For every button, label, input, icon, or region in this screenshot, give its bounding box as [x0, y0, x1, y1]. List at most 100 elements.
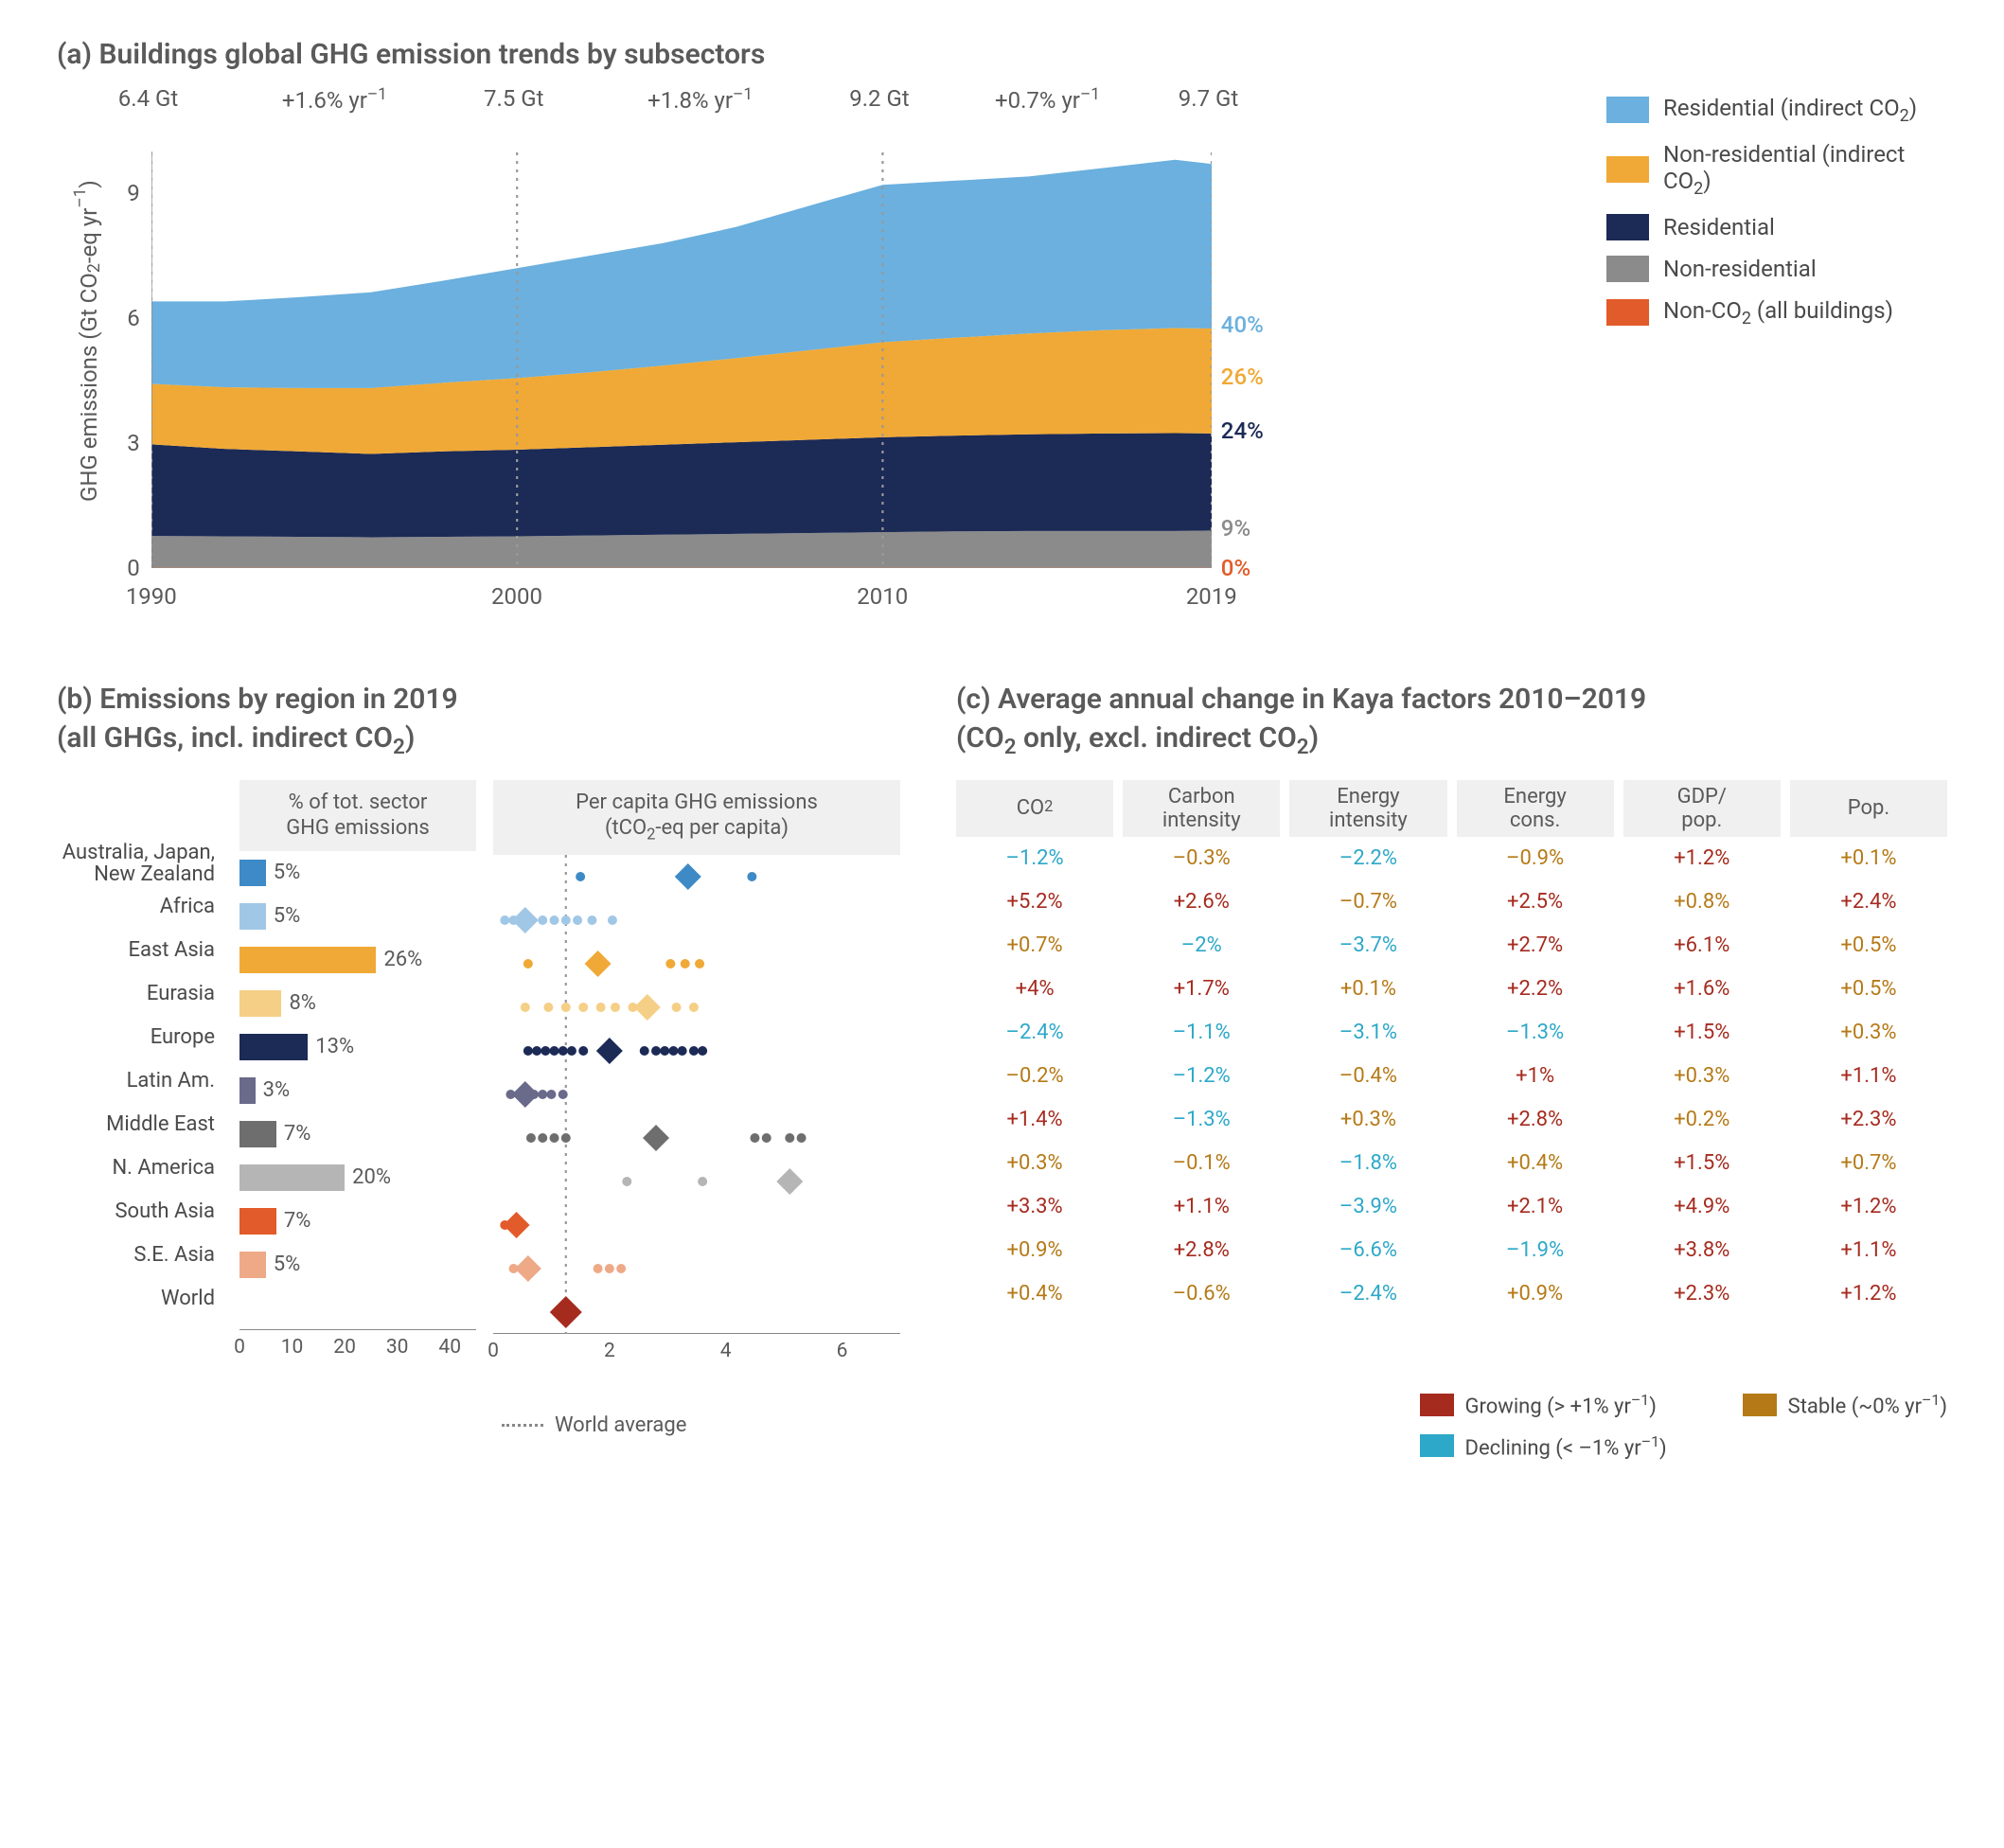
panel-b-col1-header: % of tot. sectorGHG emissions	[239, 780, 476, 851]
trend-swatch	[1420, 1394, 1454, 1416]
panel-c-title: (c) Average annual change in Kaya factor…	[956, 681, 1947, 761]
kaya-column-header: Energyintensity	[1289, 780, 1446, 837]
xtick: 2000	[491, 583, 542, 610]
trend-label: Stable (~0% yr–1)	[1788, 1391, 1947, 1418]
panel-a-title: (a) Buildings global GHG emission trends…	[57, 38, 1947, 71]
kaya-cell: +1.2%	[1790, 1272, 1947, 1316]
legend-swatch	[1606, 214, 1649, 240]
panel-a-top-labels: 6.4 Gt7.5 Gt9.2 Gt9.7 Gt+1.6% yr–1+1.8% …	[104, 85, 1578, 151]
region-label: Latin Am.	[57, 1059, 222, 1103]
panel-c-grid: CO2–1.2%+5.2%+0.7%+4%–2.4%–0.2%+1.4%+0.3…	[956, 780, 1947, 1316]
right-pct-nonresidential: 9%	[1221, 515, 1250, 542]
kaya-cell: +2.3%	[1790, 1098, 1947, 1142]
kaya-cell: –0.7%	[1289, 880, 1446, 924]
kaya-cell: +2.5%	[1457, 880, 1614, 924]
percap-dot	[538, 915, 547, 925]
kaya-cell: +0.9%	[1457, 1272, 1614, 1316]
percap-dot	[521, 1003, 530, 1012]
percap-dot	[578, 1046, 588, 1056]
panel-c: (c) Average annual change in Kaya factor…	[956, 681, 1947, 1362]
kaya-cell: –0.1%	[1123, 1142, 1280, 1185]
region-label: World	[57, 1277, 222, 1321]
bar-row: 5%	[239, 1243, 476, 1287]
legend-label: Residential (indirect CO2)	[1663, 95, 1917, 126]
ytick: 6	[127, 305, 140, 331]
percap-dot	[561, 1133, 571, 1143]
ytick: 3	[127, 430, 140, 456]
percap-dot	[500, 915, 509, 925]
kaya-cell: –3.9%	[1289, 1185, 1446, 1229]
percap-dot	[523, 1046, 533, 1056]
bar	[239, 1208, 276, 1235]
percap-dot	[622, 1177, 631, 1186]
ytick: 0	[127, 555, 140, 581]
xtick: 20	[333, 1336, 356, 1359]
kaya-cell: –0.3%	[1123, 837, 1280, 880]
legend-swatch	[1606, 256, 1649, 282]
bar-value: 3%	[263, 1078, 290, 1102]
xtick: 0	[234, 1336, 245, 1359]
percap-diamond	[643, 1125, 669, 1151]
kaya-cell: +2.1%	[1457, 1185, 1614, 1229]
kaya-cell: +0.3%	[1289, 1098, 1446, 1142]
panel-b: (b) Emissions by region in 2019 (all GHG…	[57, 681, 909, 1362]
legend-item: Non-residential (indirect CO2)	[1606, 141, 1947, 199]
kaya-cell: +2.4%	[1790, 880, 1947, 924]
percap-dot	[672, 1003, 682, 1012]
kaya-cell: +0.7%	[956, 924, 1113, 968]
percap-dot	[785, 1133, 794, 1143]
percap-dot	[616, 1264, 626, 1273]
percap-dot	[611, 1003, 620, 1012]
legend-item: Residential	[1606, 214, 1947, 240]
region-label: Europe	[57, 1016, 222, 1059]
legend-item: Residential (indirect CO2)	[1606, 95, 1947, 126]
percap-dot	[678, 1046, 687, 1056]
bar-value: 5%	[274, 904, 300, 928]
xtick: 30	[386, 1336, 409, 1359]
kaya-cell: +2.7%	[1457, 924, 1614, 968]
legend-label: Non-residential	[1663, 256, 1817, 282]
kaya-cell: –0.6%	[1123, 1272, 1280, 1316]
trend-legend-item: Growing (> +1% yr–1)	[1420, 1391, 1667, 1418]
bar-row: 5%	[239, 895, 476, 938]
percap-dot	[573, 915, 582, 925]
kaya-cell: +0.4%	[1457, 1142, 1614, 1185]
kaya-cell: +4.9%	[1623, 1185, 1781, 1229]
xtick: 2010	[857, 583, 908, 610]
percap-dot	[526, 1133, 536, 1143]
percap-dot	[651, 1046, 661, 1056]
percap-dot	[559, 1090, 568, 1099]
kaya-cell: –2.2%	[1289, 837, 1446, 880]
kaya-cell: –1.2%	[956, 837, 1113, 880]
percap-diamond	[596, 1038, 623, 1064]
rate-label: +1.6% yr–1	[282, 85, 387, 114]
kaya-column: Energycons.–0.9%+2.5%+2.7%+2.2%–1.3%+1%+…	[1457, 780, 1614, 1316]
legend-item: Non-CO2 (all buildings)	[1606, 297, 1947, 329]
percap-dot	[689, 1046, 699, 1056]
bar-row	[239, 1287, 476, 1330]
legend-item: Non-residential	[1606, 256, 1947, 282]
region-label: Australia, Japan,New Zealand	[57, 842, 222, 885]
xtick: 6	[837, 1340, 848, 1362]
kaya-cell: +2.8%	[1123, 1229, 1280, 1272]
bar-value: 7%	[284, 1209, 310, 1233]
kaya-cell: +0.1%	[1289, 968, 1446, 1011]
region-label: South Asia	[57, 1190, 222, 1234]
percap-dot	[660, 1046, 669, 1056]
panel-b-title: (b) Emissions by region in 2019 (all GHG…	[57, 681, 909, 761]
bar-row: 26%	[239, 938, 476, 982]
kaya-column-header: Energycons.	[1457, 780, 1614, 837]
kaya-cell: +0.3%	[1623, 1055, 1781, 1098]
percap-diamond	[504, 1212, 530, 1238]
percap-dot	[561, 915, 571, 925]
kaya-cell: +1.7%	[1123, 968, 1280, 1011]
kaya-cell: +1%	[1457, 1055, 1614, 1098]
percap-dot	[578, 1003, 588, 1012]
kaya-cell: +1.2%	[1790, 1185, 1947, 1229]
percap-dot	[750, 1133, 759, 1143]
kaya-cell: +1.1%	[1123, 1185, 1280, 1229]
bar-row: 13%	[239, 1025, 476, 1069]
bar-value: 7%	[284, 1122, 310, 1146]
percap-dot	[605, 1264, 614, 1273]
bar-row: 5%	[239, 851, 476, 895]
